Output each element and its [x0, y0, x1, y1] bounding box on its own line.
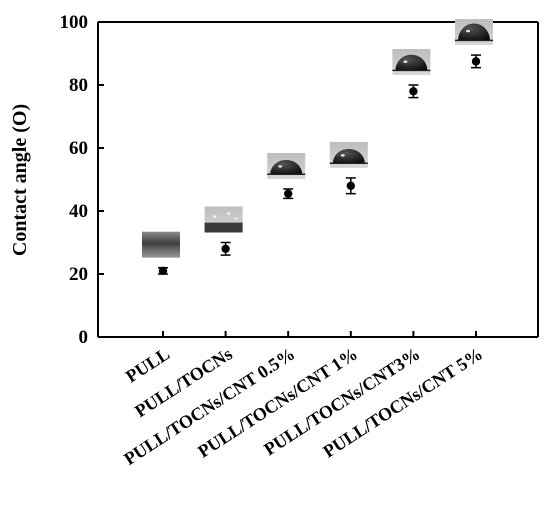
y-tick-label: 80 — [69, 75, 88, 96]
y-tick-label: 20 — [69, 264, 88, 285]
data-points — [158, 54, 481, 276]
droplet-photo — [455, 19, 493, 46]
y-tick-label: 0 — [79, 327, 89, 348]
droplet-photo — [392, 49, 431, 75]
data-point — [221, 244, 230, 253]
x-tick-label: PULL — [122, 344, 173, 387]
droplet-photo — [142, 231, 180, 258]
droplet-photo — [329, 141, 368, 168]
y-tick-label: 60 — [69, 138, 88, 159]
data-point — [346, 181, 355, 190]
y-tick-label: 40 — [69, 201, 88, 222]
droplet-photo — [267, 152, 306, 179]
y-tick-label: 100 — [60, 12, 89, 33]
data-point — [471, 57, 481, 66]
data-point — [284, 189, 293, 198]
data-point — [409, 87, 418, 96]
y-axis-title: Contact angle (O) — [9, 104, 31, 256]
data-point — [158, 266, 168, 276]
droplet-photo — [204, 206, 243, 233]
droplet-photos — [142, 19, 493, 258]
y-ticks: 0 20 40 60 80 100 — [60, 12, 104, 348]
